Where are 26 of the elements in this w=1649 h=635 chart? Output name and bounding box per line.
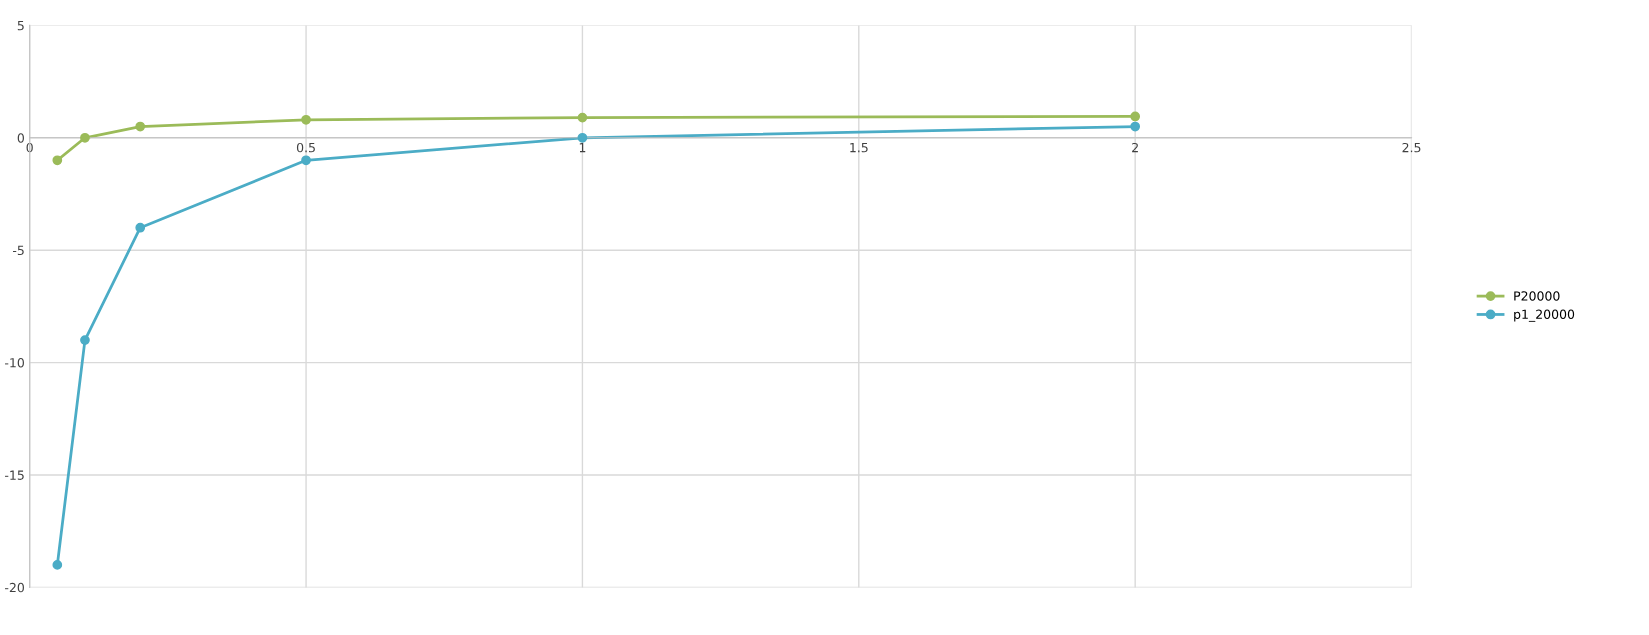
y-tick-label: 0 bbox=[17, 133, 24, 143]
y-tick-label: -10 bbox=[5, 358, 24, 368]
point bbox=[301, 114, 311, 125]
x-tick-label: 0.5 bbox=[296, 142, 315, 153]
x-tick-label: 1.5 bbox=[850, 143, 868, 153]
point bbox=[135, 222, 146, 233]
legend-label: P20000 bbox=[1514, 291, 1560, 301]
y-tick-label: -20 bbox=[5, 582, 24, 593]
point bbox=[577, 112, 588, 123]
point bbox=[52, 560, 63, 570]
point bbox=[135, 121, 146, 132]
x-tick-label: 0 bbox=[26, 142, 33, 153]
point bbox=[1130, 111, 1141, 122]
point bbox=[577, 132, 588, 143]
x-tick-label: 2.5 bbox=[1402, 142, 1421, 153]
point bbox=[52, 155, 63, 166]
y-tick-label: -15 bbox=[5, 470, 24, 480]
x-tick-label: 1 bbox=[579, 143, 586, 153]
x-tick-label: 2 bbox=[1132, 142, 1138, 153]
point bbox=[80, 335, 90, 345]
point bbox=[301, 155, 311, 166]
legend-label: p1_20000 bbox=[1514, 309, 1575, 322]
y-tick-label: -5 bbox=[12, 245, 24, 256]
y-tick-label: 5 bbox=[17, 21, 24, 31]
point bbox=[1130, 121, 1141, 132]
point bbox=[80, 132, 90, 143]
